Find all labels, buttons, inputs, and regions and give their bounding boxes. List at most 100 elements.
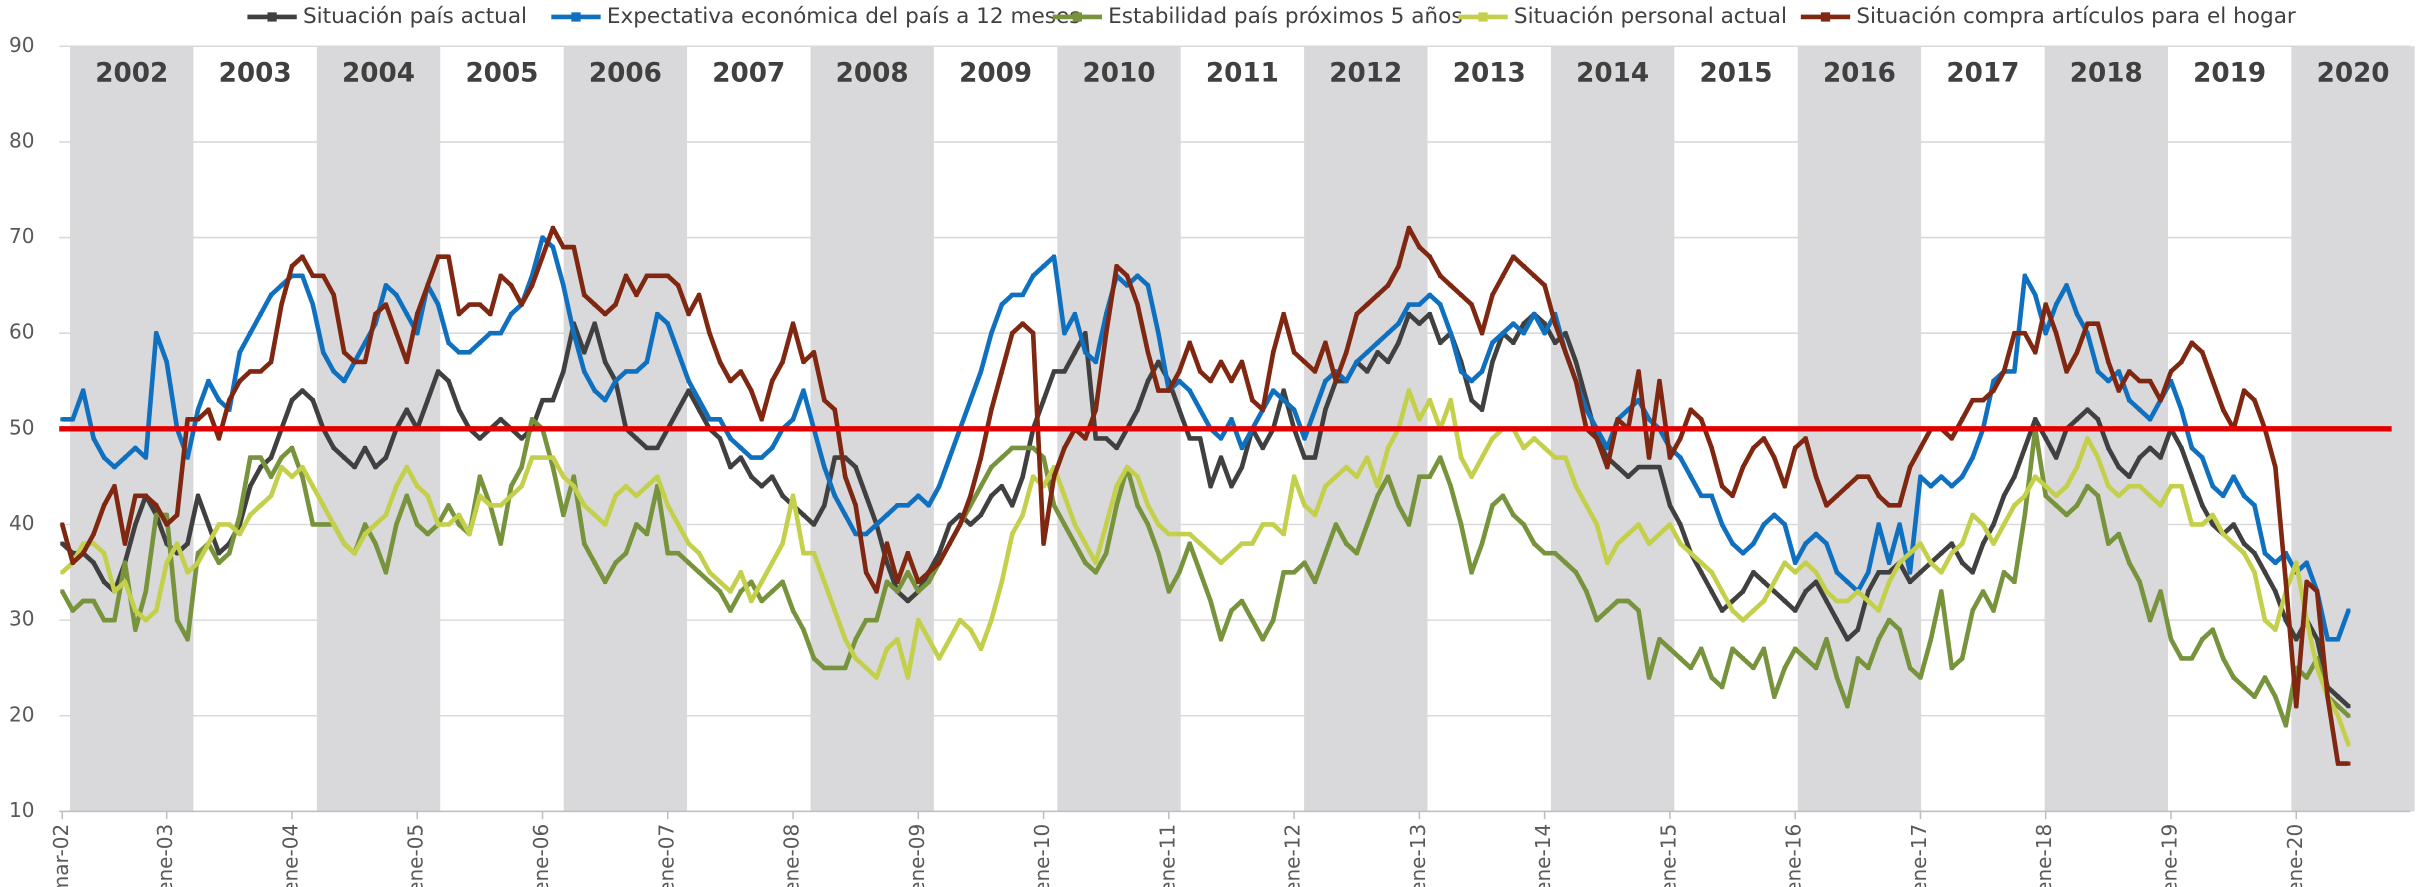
point xyxy=(1323,551,1328,556)
point xyxy=(1866,570,1871,575)
point xyxy=(676,551,681,556)
point xyxy=(1375,292,1380,297)
point xyxy=(1072,522,1077,527)
point xyxy=(561,512,566,517)
point xyxy=(999,369,1004,374)
point xyxy=(2283,723,2288,728)
point xyxy=(1344,541,1349,546)
point xyxy=(2210,512,2215,517)
point xyxy=(383,302,388,307)
point xyxy=(2054,503,2059,508)
point xyxy=(1375,493,1380,498)
point xyxy=(1709,445,1714,450)
point xyxy=(164,512,169,517)
point xyxy=(1281,532,1286,537)
point xyxy=(185,637,190,642)
point xyxy=(363,359,368,364)
point xyxy=(2148,417,2153,422)
point xyxy=(905,551,910,556)
point xyxy=(1375,350,1380,355)
point xyxy=(2137,484,2142,489)
point xyxy=(237,512,242,517)
point xyxy=(811,656,816,661)
point xyxy=(279,465,284,470)
point xyxy=(1740,551,1745,556)
point xyxy=(2346,761,2351,766)
point xyxy=(749,598,754,604)
point xyxy=(2148,493,2153,498)
point xyxy=(697,398,702,403)
point xyxy=(2168,369,2173,374)
point xyxy=(91,598,96,604)
point xyxy=(331,369,336,374)
point xyxy=(1970,608,1975,613)
point xyxy=(81,388,86,393)
point xyxy=(467,350,472,355)
point xyxy=(1532,273,1537,278)
point xyxy=(1198,369,1203,374)
point xyxy=(1239,465,1244,470)
point xyxy=(728,465,733,470)
point xyxy=(2127,398,2132,403)
point xyxy=(1782,522,1787,527)
point xyxy=(1260,445,1265,450)
point xyxy=(1396,321,1401,326)
point xyxy=(258,465,263,470)
point xyxy=(968,503,973,508)
point xyxy=(1782,484,1787,489)
point xyxy=(1020,321,1025,326)
point xyxy=(415,484,420,489)
point xyxy=(279,283,284,288)
point xyxy=(937,656,942,661)
point xyxy=(1615,417,1620,422)
point xyxy=(1219,455,1224,460)
point xyxy=(289,264,294,269)
y-tick-label: 10 xyxy=(9,798,35,822)
point xyxy=(561,283,566,288)
point xyxy=(1104,551,1109,556)
point xyxy=(1991,379,1996,384)
point xyxy=(154,608,159,613)
point xyxy=(550,455,555,460)
point xyxy=(1323,379,1328,384)
point xyxy=(1636,398,1641,403)
point xyxy=(999,302,1004,307)
point xyxy=(968,522,973,527)
point xyxy=(1584,503,1589,508)
point xyxy=(1072,312,1077,317)
y-tick-label: 40 xyxy=(9,511,35,535)
point xyxy=(801,627,806,632)
point xyxy=(2231,522,2236,527)
point xyxy=(2294,560,2299,565)
point xyxy=(1845,484,1850,489)
point xyxy=(874,618,879,623)
point xyxy=(237,350,242,355)
point xyxy=(1427,312,1432,317)
point xyxy=(937,551,942,556)
point xyxy=(2325,694,2330,699)
point xyxy=(843,637,848,642)
point xyxy=(1323,407,1328,412)
point xyxy=(1375,340,1380,345)
point xyxy=(2325,637,2330,642)
point xyxy=(1949,551,1954,556)
point xyxy=(456,312,461,317)
point xyxy=(2075,417,2080,422)
point xyxy=(498,273,503,278)
point xyxy=(1584,407,1589,412)
point xyxy=(1908,465,1913,470)
legend-item: Situación personal actual xyxy=(1458,4,1787,29)
point xyxy=(634,369,639,374)
point xyxy=(1156,359,1161,364)
point xyxy=(770,445,775,450)
point xyxy=(2106,445,2111,450)
year-label: 2004 xyxy=(342,59,415,89)
point xyxy=(436,254,441,259)
point xyxy=(1459,292,1464,297)
point xyxy=(1553,312,1558,317)
point xyxy=(175,551,180,556)
point xyxy=(686,379,691,384)
point xyxy=(1333,522,1338,527)
point xyxy=(81,598,86,604)
point xyxy=(1386,359,1391,364)
